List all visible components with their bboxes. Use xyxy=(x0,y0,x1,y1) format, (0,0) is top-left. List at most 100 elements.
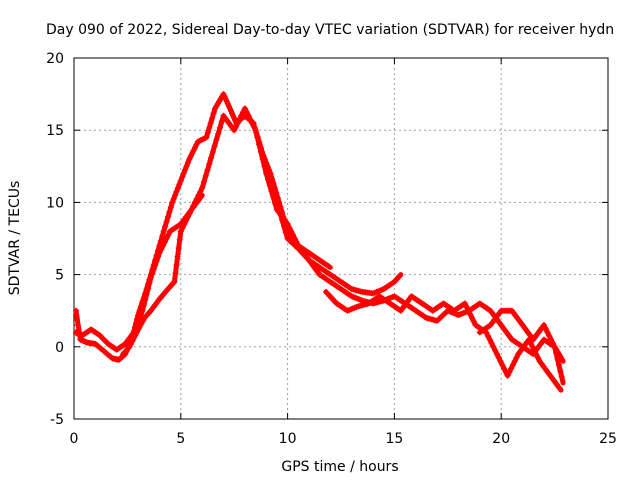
data-point-marker xyxy=(170,280,177,287)
series-second xyxy=(73,105,333,353)
data-point-marker xyxy=(533,351,540,358)
data-point-marker xyxy=(288,228,295,235)
data-point-marker xyxy=(208,154,215,161)
x-tick-label: 25 xyxy=(599,431,617,447)
data-point-marker xyxy=(152,262,159,269)
data-point-marker xyxy=(73,317,80,324)
data-point-marker xyxy=(169,199,176,206)
data-point-marker xyxy=(166,209,173,216)
data-point-marker xyxy=(177,177,184,184)
data-point-marker xyxy=(266,175,273,182)
data-point-marker xyxy=(546,332,553,339)
data-point-marker xyxy=(467,311,474,318)
data-point-marker xyxy=(558,373,565,380)
data-point-marker xyxy=(488,340,495,347)
data-point-marker xyxy=(150,266,157,273)
data-point-marker xyxy=(534,354,541,361)
x-tick-label: 0 xyxy=(70,431,79,447)
data-point-marker xyxy=(486,336,493,343)
data-point-marker xyxy=(490,343,497,350)
data-point-marker xyxy=(247,116,254,123)
data-point-marker xyxy=(277,211,284,218)
data-point-marker xyxy=(549,340,556,347)
data-point-marker xyxy=(209,115,216,122)
data-point-marker xyxy=(172,270,179,277)
data-point-marker xyxy=(485,332,492,339)
data-point-marker xyxy=(529,343,536,350)
data-point-marker xyxy=(256,139,263,146)
data-point-marker xyxy=(509,361,516,368)
data-point-marker xyxy=(282,229,289,236)
data-point-marker xyxy=(213,136,220,143)
data-point-marker xyxy=(215,130,222,137)
data-point-marker xyxy=(161,239,168,246)
data-point-marker xyxy=(204,166,211,173)
data-point-marker xyxy=(172,192,179,199)
data-point-marker xyxy=(470,318,477,325)
data-point-marker xyxy=(155,254,162,261)
data-point-marker xyxy=(164,213,171,220)
data-point-marker xyxy=(202,172,209,179)
data-point-marker xyxy=(236,116,243,123)
data-point-marker xyxy=(493,351,500,358)
data-point-marker xyxy=(173,261,180,268)
data-point-marker xyxy=(527,340,534,347)
x-tick-label: 10 xyxy=(279,431,297,447)
data-point-marker xyxy=(252,127,259,134)
data-point-marker xyxy=(143,291,150,298)
data-point-marker xyxy=(158,246,165,253)
data-point-marker xyxy=(125,345,132,352)
data-point-marker xyxy=(232,123,239,130)
data-point-marker xyxy=(174,253,181,260)
data-point-marker xyxy=(179,174,186,181)
data-point-marker xyxy=(497,358,504,365)
data-point-marker xyxy=(281,223,288,230)
data-point-marker xyxy=(206,124,213,131)
series-fourth xyxy=(252,127,566,364)
data-point-marker xyxy=(291,235,298,242)
data-point-marker xyxy=(147,274,154,281)
data-point-marker xyxy=(186,210,193,217)
x-tick-label: 5 xyxy=(176,431,185,447)
data-point-marker xyxy=(245,112,252,119)
series-main xyxy=(73,91,404,363)
data-point-marker xyxy=(263,163,270,170)
data-point-marker xyxy=(495,354,502,361)
data-point-marker xyxy=(74,322,81,329)
chart-title: Day 090 of 2022, Sidereal Day-to-day VTE… xyxy=(46,22,614,38)
data-point-marker xyxy=(542,325,549,332)
data-point-marker xyxy=(513,354,520,361)
data-point-marker xyxy=(153,258,160,265)
data-point-marker xyxy=(216,124,223,131)
series-fifth xyxy=(323,288,564,393)
data-point-marker xyxy=(174,184,181,191)
data-point-marker xyxy=(540,322,547,329)
data-point-marker xyxy=(243,109,250,116)
data-point-marker xyxy=(184,213,191,220)
data-point-marker xyxy=(145,285,152,292)
data-point-marker xyxy=(142,296,149,303)
data-point-marker xyxy=(146,280,153,287)
x-tick-label: 15 xyxy=(385,431,403,447)
data-point-marker xyxy=(167,204,174,211)
data-point-marker xyxy=(207,119,214,126)
x-axis-title: GPS time / hours xyxy=(281,459,398,475)
data-point-marker xyxy=(203,134,210,141)
data-point-marker xyxy=(531,347,538,354)
data-point-marker xyxy=(469,314,476,321)
data-point-marker xyxy=(557,367,564,374)
data-point-marker xyxy=(257,145,264,152)
data-point-marker xyxy=(544,329,551,336)
data-point-marker xyxy=(548,336,555,343)
data-point-marker xyxy=(183,217,190,224)
x-tick-label: 20 xyxy=(492,431,510,447)
data-point-marker xyxy=(175,245,182,252)
data-point-marker xyxy=(139,307,146,314)
data-point-marker xyxy=(137,311,144,318)
series-third xyxy=(120,192,205,358)
data-point-marker xyxy=(555,361,562,368)
data-point-marker xyxy=(231,127,238,134)
y-tick-label: 5 xyxy=(55,268,64,284)
data-point-marker xyxy=(501,365,508,372)
